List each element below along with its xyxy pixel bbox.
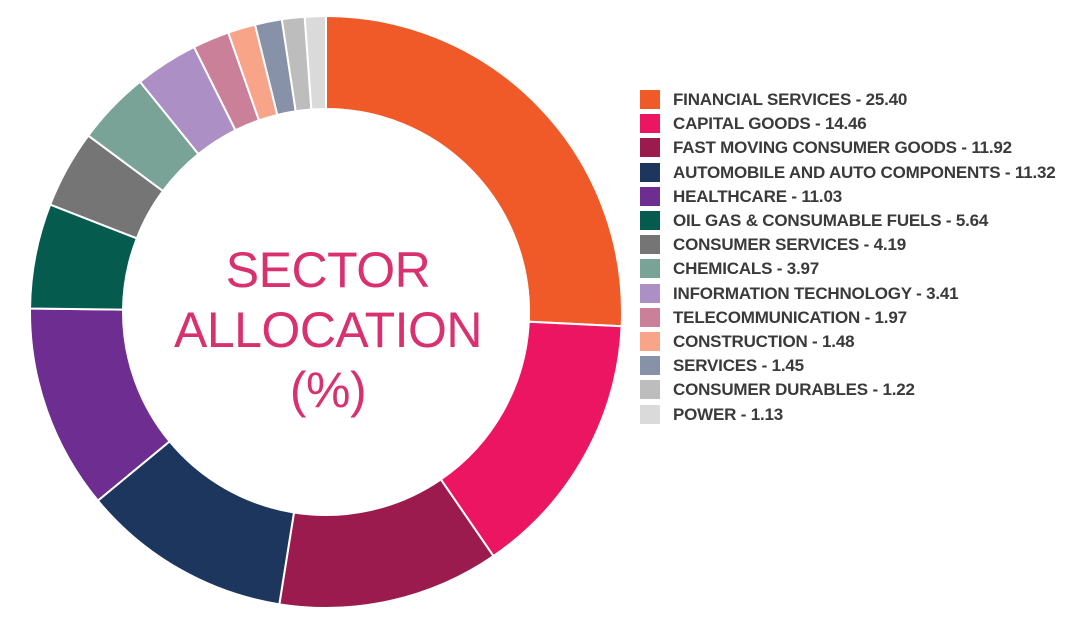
legend-label: CHEMICALS - 3.97 (673, 259, 820, 279)
legend-label: CONSUMER DURABLES - 1.22 (673, 380, 915, 400)
legend-swatch (640, 356, 660, 376)
legend-label: SERVICES - 1.45 (673, 356, 804, 376)
legend-label: HEALTHCARE - 11.03 (673, 186, 842, 206)
legend-item-fast-moving-consumer-goods: FAST MOVING CONSUMER GOODS - 11.92 (640, 136, 1085, 160)
legend-item-information-technology: INFORMATION TECHNOLOGY - 3.41 (640, 282, 1085, 306)
legend-swatch (640, 186, 660, 206)
legend-item-automobile-and-auto-components: AUTOMOBILE AND AUTO COMPONENTS - 11.32 (640, 161, 1085, 185)
legend-item-power: POWER - 1.13 (640, 403, 1085, 427)
chart-title-line-3: (%) (289, 362, 367, 418)
legend-label: OIL GAS & CONSUMABLE FUELS - 5.64 (673, 211, 989, 231)
legend-label: CONSUMER SERVICES - 4.19 (673, 235, 906, 255)
legend-swatch (640, 90, 660, 109)
legend-swatch (640, 404, 660, 424)
chart-title: SECTOR ALLOCATION (%) (158, 240, 498, 420)
legend-item-oil-gas-consumable-fuels: OIL GAS & CONSUMABLE FUELS - 5.64 (640, 209, 1085, 233)
legend-swatch (640, 380, 660, 400)
legend-swatch (640, 211, 660, 231)
donut-chart (29, 14, 624, 609)
legend-swatch (640, 114, 660, 134)
legend-swatch (640, 283, 660, 303)
legend-label: CAPITAL GOODS - 14.46 (673, 114, 867, 134)
legend-item-telecommunication: TELECOMMUNICATION - 1.97 (640, 306, 1085, 330)
legend-swatch (640, 332, 660, 352)
legend-label: AUTOMOBILE AND AUTO COMPONENTS - 11.32 (673, 162, 1056, 182)
legend-label: INFORMATION TECHNOLOGY - 3.41 (673, 283, 959, 303)
donut-slice-financial-services (325, 14, 624, 328)
legend-item-construction: CONSTRUCTION - 1.48 (640, 330, 1085, 354)
legend-item-consumer-services: CONSUMER SERVICES - 4.19 (640, 233, 1085, 257)
legend-item-financial-services: FINANCIAL SERVICES - 25.40 (640, 88, 1085, 112)
legend-label: FAST MOVING CONSUMER GOODS - 11.92 (673, 138, 1012, 158)
legend-item-chemicals: CHEMICALS - 3.97 (640, 257, 1085, 281)
chart-title-line-2: ALLOCATION (173, 302, 483, 358)
legend-label: POWER - 1.13 (673, 404, 784, 424)
legend-item-services: SERVICES - 1.45 (640, 354, 1085, 378)
legend-item-consumer-durables: CONSUMER DURABLES - 1.22 (640, 378, 1085, 402)
chart-legend: FINANCIAL SERVICES - 25.40 CAPITAL GOODS … (640, 88, 1085, 427)
legend-label: TELECOMMUNICATION - 1.97 (673, 307, 907, 327)
donut-slice-power (303, 14, 327, 111)
legend-swatch (640, 259, 660, 279)
legend-item-healthcare: HEALTHCARE - 11.03 (640, 185, 1085, 209)
legend-swatch (640, 235, 660, 255)
legend-label: FINANCIAL SERVICES - 25.40 (673, 90, 908, 109)
legend-item-capital-goods: CAPITAL GOODS - 14.46 (640, 112, 1085, 136)
legend-swatch (640, 307, 660, 327)
legend-swatch (640, 162, 660, 182)
chart-title-line-1: SECTOR (225, 242, 431, 298)
legend-label: CONSTRUCTION - 1.48 (673, 332, 855, 352)
legend-swatch (640, 138, 660, 158)
